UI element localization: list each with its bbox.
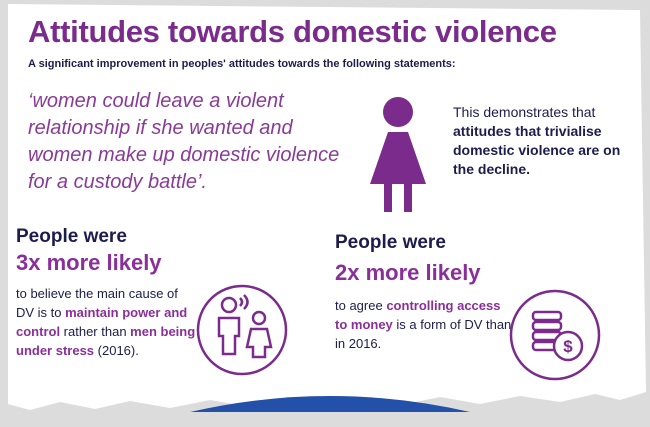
paper xyxy=(8,4,646,410)
text: to agree xyxy=(335,298,387,313)
text: (2016). xyxy=(94,343,139,358)
bold-text: attitudes that trivialise domestic viole… xyxy=(453,123,621,177)
text: is a form of DV than in 2016. xyxy=(335,317,512,351)
text: rather than xyxy=(60,324,131,339)
left-highlight: 3x more likely xyxy=(16,250,162,275)
text: to believe the main cause of DV is to xyxy=(16,286,178,320)
left-body: to believe the main cause of DV is to ma… xyxy=(16,284,196,360)
right-body: to agree controlling access to money is … xyxy=(335,296,515,353)
svg-text:$: $ xyxy=(563,337,573,356)
text: This demonstrates that xyxy=(453,104,596,120)
woman-icon xyxy=(370,97,426,212)
subtitle: A significant improvement in peoples' at… xyxy=(28,58,456,70)
title: Attitudes towards domestic violence xyxy=(28,14,557,49)
coins-icon: $ xyxy=(509,289,601,381)
note: This demonstrates that attitudes that tr… xyxy=(453,103,628,179)
bold-text: men being under stress xyxy=(16,324,196,358)
left-heading: People were xyxy=(16,226,127,247)
text: . xyxy=(526,161,531,177)
quote: ‘women could leave a violent relationshi… xyxy=(28,90,340,193)
bold-text: controlling access to money xyxy=(335,298,501,332)
right-highlight: 2x more likely xyxy=(335,260,481,285)
blue-arc xyxy=(190,396,470,412)
children-icon xyxy=(196,284,288,376)
right-heading: People were xyxy=(335,232,446,253)
bold-text: maintain power and control xyxy=(16,305,188,339)
